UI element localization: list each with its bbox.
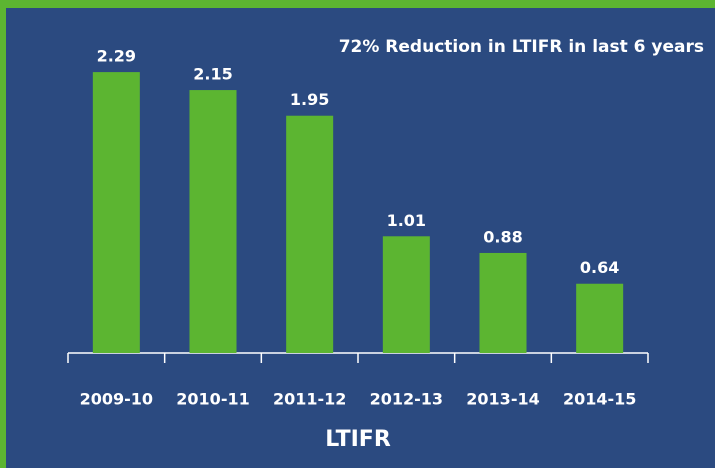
x-tick-label: 2012-13	[370, 390, 443, 409]
x-tick-label: 2011-12	[273, 390, 346, 409]
x-tick-label: 2010-11	[176, 390, 249, 409]
value-label: 1.95	[290, 90, 329, 109]
value-label: 2.29	[97, 47, 136, 66]
chart-title: 72% Reduction in LTIFR in last 6 years	[339, 37, 704, 57]
x-tick-label: 2013-14	[466, 390, 539, 409]
value-label: 1.01	[387, 211, 426, 230]
x-axis-label: LTIFR	[325, 427, 391, 452]
bar	[479, 252, 527, 353]
bar	[382, 236, 430, 353]
x-tick-label: 2014-15	[563, 390, 636, 409]
bar	[189, 90, 237, 353]
bar	[92, 72, 140, 353]
left-border	[0, 0, 6, 468]
bar	[286, 115, 334, 353]
x-tick-label: 2009-10	[80, 390, 153, 409]
value-label: 0.88	[483, 227, 522, 246]
top-border	[0, 0, 715, 8]
bar	[576, 283, 624, 353]
value-label: 0.64	[580, 258, 619, 277]
value-label: 2.15	[193, 65, 232, 84]
